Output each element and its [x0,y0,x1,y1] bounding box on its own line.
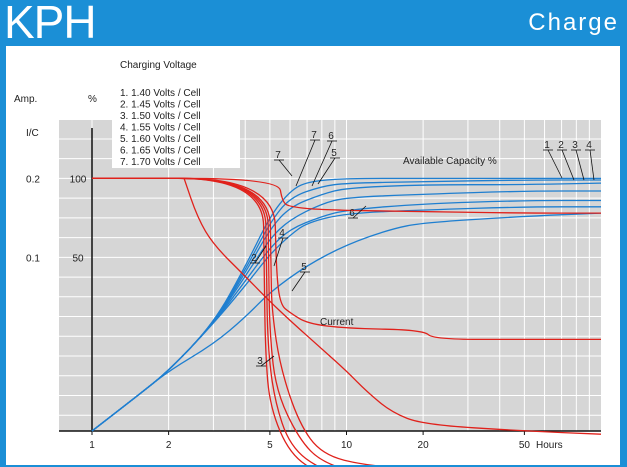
legend-entry: 6. 1.65 Volts / Cell [120,146,201,157]
y-right-tick-label: 100 [70,174,87,185]
curve-label-current-6: 6 [348,205,367,219]
header-banner: KPH Charge [0,0,627,48]
curve-label-capacity-7: 7 [295,130,320,187]
curve-label-text: 2 [251,253,257,264]
y-right-tick-label: 50 [72,253,84,264]
leader-line [575,149,585,181]
current-annotation: Current [320,317,354,328]
curve-label-text: 7 [311,130,317,141]
legend-entry: 5. 1.60 Volts / Cell [120,134,201,145]
y-axis-right-label: % [88,94,97,105]
x-tick-label: 20 [418,440,430,451]
curve-label-capacity-4: 4 [585,140,595,181]
leader-line [273,237,284,267]
leader-line [352,205,367,219]
curve-label-text: 4 [586,140,592,151]
current-curve-7 [183,178,602,435]
leader-line [311,140,333,187]
y-left-tick-label: 0.2 [26,174,40,185]
curve-label-capacity-6: 6 [311,131,337,187]
plot-area [59,120,601,431]
curve-label-current-4: 4 [273,228,288,267]
leader-line [278,159,293,177]
kph-logo: KPH [4,0,97,48]
x-tick-label: 50 [519,440,531,451]
y-left-tick-label: 0.1 [26,253,40,264]
x-axis-unit-label: Hours [536,440,563,451]
current-curve-1 [92,177,308,465]
legend-entry: 1. 1.40 Volts / Cell [120,88,201,99]
curve-label-text: 7 [275,150,281,161]
legend-entry: 2. 1.45 Volts / Cell [120,100,201,111]
curve-label-capacity-2: 2 [557,140,575,181]
chart-title: Charging Voltage [120,60,197,71]
logo-text: KPH [4,0,97,48]
capacity-curve-7 [91,177,601,432]
curve-label-capacity-3: 3 [571,140,585,181]
curve-label-current-5: 5 [291,262,310,292]
leader-line [260,355,275,367]
leader-line [561,149,575,181]
current-curve-5 [92,177,601,341]
curve-label-text: 6 [349,208,355,219]
series-layer [91,177,602,465]
page-title: Charge [528,9,619,36]
leader-line [295,139,316,187]
curve-label-text: 5 [331,148,337,159]
legend-box [112,86,240,168]
current-curve-3 [92,177,335,465]
curve-label-text: 6 [328,131,334,142]
leader-line [547,149,563,179]
curve-label-current-7: 7 [274,150,293,177]
curve-label-text: 3 [257,356,263,367]
curve-label-text: 2 [558,140,564,151]
curve-label-capacity-1: 1 [543,140,563,179]
curve-label-text: 4 [279,228,285,239]
leader-line [589,149,595,181]
curve-label-current-2: 2 [250,245,267,264]
curve-label-text: 3 [572,140,578,151]
current-curve-2 [92,177,318,465]
y-axis-left-label: Amp. [14,94,37,105]
legend-entry: 3. 1.50 Volts / Cell [120,111,201,122]
current-curve-6 [92,177,601,214]
x-tick-label: 2 [166,440,172,451]
curve-label-current-3: 3 [256,355,275,367]
legend-entry: 4. 1.55 Volts / Cell [120,123,201,134]
legend-entry: 7. 1.70 Volts / Cell [120,157,201,168]
leader-line [291,271,306,292]
y-axis-top-label: I/C [26,128,39,139]
x-tick-label: 1 [89,440,95,451]
current-curve-4 [92,177,376,465]
x-tick-label: 10 [341,440,353,451]
capacity-annotation: Available Capacity % [403,156,497,167]
x-tick-label: 5 [267,440,273,451]
leader-line [254,245,267,264]
curve-label-text: 1 [544,140,550,151]
curve-label-capacity-5: 5 [317,148,340,185]
leader-line [317,157,336,185]
curve-label-text: 5 [301,262,307,273]
text-layer: Charging Voltage Amp. % I/C Available Ca… [14,60,563,451]
